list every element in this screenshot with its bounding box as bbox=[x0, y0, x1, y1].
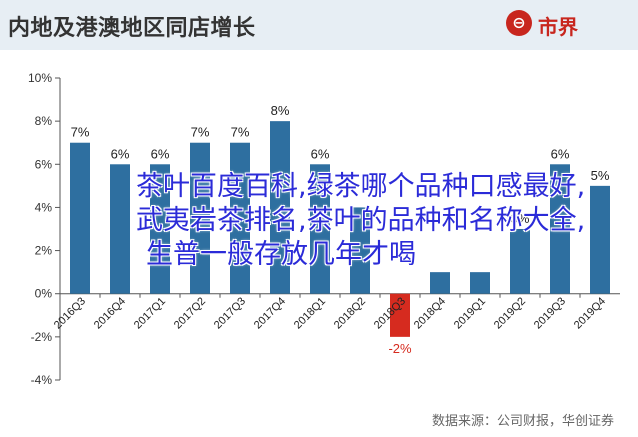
x-tick-label: 2017Q4 bbox=[252, 295, 288, 331]
x-tick-label: 2018Q2 bbox=[332, 295, 368, 331]
bar bbox=[510, 229, 530, 294]
x-tick-label: 2016Q4 bbox=[92, 295, 128, 331]
x-tick-label: 2017Q2 bbox=[172, 295, 208, 331]
bar bbox=[350, 207, 370, 294]
data-label: 6% bbox=[151, 146, 170, 161]
data-label: 8% bbox=[271, 103, 290, 118]
overlay-line-3: 生普一般存放几年才喝 bbox=[146, 239, 416, 270]
data-label: 7% bbox=[231, 125, 250, 140]
bar bbox=[270, 121, 290, 294]
data-label: 6% bbox=[311, 146, 330, 161]
source-note: 数据来源：公司财报，华创证券 bbox=[431, 414, 614, 429]
y-tick-label: -4% bbox=[31, 373, 53, 387]
bar bbox=[70, 142, 90, 294]
data-label: 6% bbox=[111, 146, 130, 161]
brand-logo: ⊖ 市界 bbox=[506, 10, 626, 39]
chart-header: 内地及港澳地区同店增长 ⊖ 市界 bbox=[0, 0, 638, 50]
bar bbox=[230, 142, 250, 294]
data-label: -2% bbox=[388, 341, 412, 356]
chart-title: 内地及港澳地区同店增长 bbox=[8, 16, 256, 41]
x-tick-label: 2017Q3 bbox=[212, 295, 248, 331]
logo-mark-icon: ⊖ bbox=[506, 10, 532, 36]
overlay-line-2: 武夷岩茶排名,茶叶的品种和名称大全, bbox=[136, 205, 586, 236]
y-tick-label: 8% bbox=[35, 114, 53, 128]
bar bbox=[150, 164, 170, 294]
bar-negative bbox=[390, 293, 410, 337]
x-tick-label: 2019Q2 bbox=[492, 295, 528, 331]
y-tick-label: 0% bbox=[35, 287, 53, 301]
y-tick-label: 2% bbox=[35, 244, 53, 258]
bar bbox=[110, 164, 130, 294]
bar bbox=[470, 272, 490, 294]
y-tick-label: 10% bbox=[28, 71, 52, 85]
x-tick-label: 2018Q1 bbox=[292, 295, 328, 331]
data-label: 7% bbox=[191, 125, 210, 140]
bar bbox=[310, 164, 330, 294]
x-tick-label: 2019Q3 bbox=[532, 295, 568, 331]
bar bbox=[430, 272, 450, 294]
data-label: 6% bbox=[551, 146, 570, 161]
y-tick-label: 6% bbox=[35, 157, 53, 171]
x-tick-label: 2016Q3 bbox=[52, 295, 88, 331]
data-label: 7% bbox=[71, 125, 90, 140]
overlay-line-1: 茶叶百度百科,绿茶哪个品种口感最好, bbox=[136, 171, 586, 202]
bar bbox=[550, 164, 570, 294]
y-tick-label: -2% bbox=[31, 330, 53, 344]
bar bbox=[590, 185, 610, 294]
x-tick-label: 2019Q1 bbox=[452, 295, 488, 331]
data-label: 3% bbox=[511, 211, 530, 226]
overlay-text: 茶叶百度百科,绿茶哪个品种口感最好, 武夷岩茶排名,茶叶的品种和名称大全, 生普… bbox=[136, 170, 606, 272]
x-tick-label: 2019Q4 bbox=[572, 295, 608, 331]
bar bbox=[190, 142, 210, 294]
x-tick-label: 2017Q1 bbox=[132, 295, 168, 331]
logo-text: 市界 bbox=[538, 15, 578, 39]
x-tick-label: 2018Q4 bbox=[412, 295, 448, 331]
bar-chart: -4% -2% 0% 2% 4% 6% 8% 10% 7% 2016Q3 6% 2016Q4 6% 201… bbox=[28, 71, 620, 387]
data-label: 5% bbox=[591, 168, 610, 183]
y-tick-label: 4% bbox=[35, 200, 53, 214]
